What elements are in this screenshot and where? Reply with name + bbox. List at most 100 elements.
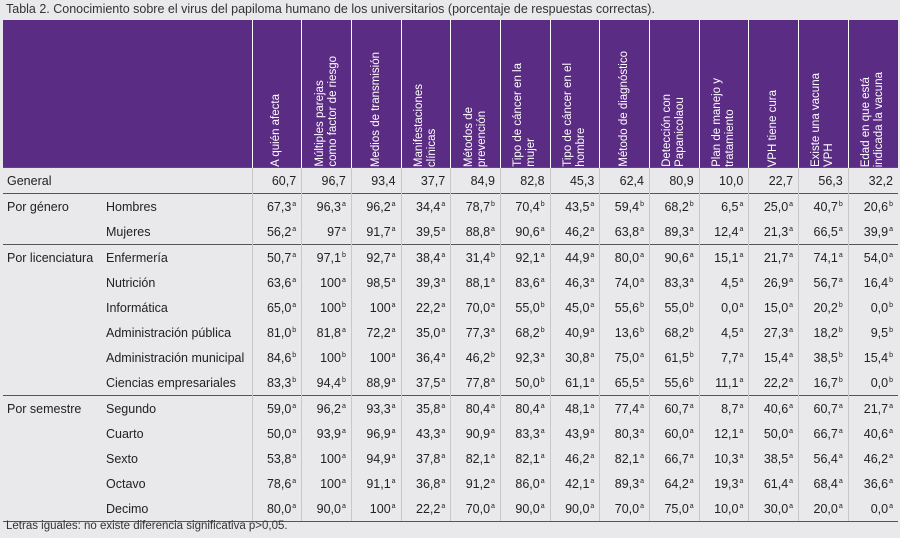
table-cell: 88,1a xyxy=(450,270,501,295)
row-sub-label: Mujeres xyxy=(106,224,151,239)
table-cell: 22,7 xyxy=(748,167,799,194)
table-cell: 68,2b xyxy=(499,320,551,345)
significance-letter: a xyxy=(391,452,396,460)
table-cell: 0,0b xyxy=(847,370,898,396)
significance-letter: a xyxy=(789,427,794,435)
table-cell: 100a xyxy=(350,345,402,370)
table-cell: 70,0a xyxy=(599,496,650,522)
table-cell: 70,4b xyxy=(499,193,551,219)
table-cell: 59,4b xyxy=(599,193,650,219)
table-cell: 60,0a xyxy=(649,421,700,446)
significance-letter: b xyxy=(889,376,893,384)
table-cell: 36,6a xyxy=(847,471,898,496)
significance-letter: a xyxy=(590,427,595,435)
table-cell: 100a xyxy=(301,270,352,295)
table-cell: 38,5a xyxy=(748,446,799,471)
significance-letter: a xyxy=(341,502,346,510)
significance-letter: a xyxy=(640,251,644,259)
table-row: Ciencias empresariales 83,3b 94,4b 88,9a 37,… xyxy=(3,370,898,396)
table-row: General 60,7 96,7 93,4 37,7 84,9 82,8 45,3 62,4 8… xyxy=(3,167,898,194)
significance-letter: a xyxy=(889,402,893,410)
table-cell: 86,0a xyxy=(499,471,551,496)
table-cell: 37,7 xyxy=(400,167,451,194)
significance-letter: a xyxy=(739,351,744,359)
table-cell: 82,1a xyxy=(450,446,501,471)
significance-letter: a xyxy=(491,225,495,233)
table-cell: 77,8a xyxy=(450,370,501,396)
table-cell: 15,0a xyxy=(748,295,799,320)
significance-letter: a xyxy=(789,502,794,510)
significance-letter: a xyxy=(838,251,843,259)
table-cell: 61,1a xyxy=(549,370,600,396)
significance-letter: a xyxy=(590,200,595,208)
significance-letter: b xyxy=(292,351,297,359)
significance-letter: b xyxy=(341,351,346,359)
significance-letter: a xyxy=(640,452,644,460)
significance-letter: a xyxy=(391,301,396,309)
table-cell: 74,0a xyxy=(599,270,650,295)
table-cell: 80,3a xyxy=(599,421,650,446)
significance-letter: a xyxy=(739,477,744,485)
table-cell: 20,2b xyxy=(798,295,849,320)
table-cell: 37,5a xyxy=(400,370,451,396)
column-header: Tipo de cáncer en la mujer xyxy=(499,20,551,168)
table-cell: 54,0a xyxy=(847,244,898,270)
table-cell: 83,3a xyxy=(649,270,700,295)
table-cell: 59,0a xyxy=(251,395,302,421)
table-cell: 0,0a xyxy=(698,295,749,320)
table-cell: 48,1a xyxy=(549,395,600,421)
row-sub-label: Hombres xyxy=(102,193,252,219)
significance-letter: a xyxy=(689,427,694,435)
row-group-label xyxy=(3,345,102,370)
table-cell: 90,6a xyxy=(649,244,700,270)
column-header-label: Plan de manejo y tratamiento xyxy=(711,78,737,167)
table-cell: 96,9a xyxy=(350,421,402,446)
significance-letter: a xyxy=(640,351,644,359)
significance-letter: a xyxy=(689,452,694,460)
significance-letter: a xyxy=(491,502,495,510)
row-sub-label: Ciencias empresariales xyxy=(106,375,236,390)
significance-letter: a xyxy=(441,502,446,510)
significance-letter: a xyxy=(590,376,595,384)
significance-letter: a xyxy=(838,502,843,510)
table-cell: 81,0b xyxy=(251,320,302,345)
row-sub-label: Administración pública xyxy=(106,325,232,340)
significance-letter: b xyxy=(838,326,843,334)
table-cell: 90,0a xyxy=(301,496,352,522)
row-group-label: Por género xyxy=(3,193,102,219)
significance-letter: a xyxy=(292,477,297,485)
table-cell: 100a xyxy=(350,295,402,320)
significance-letter: a xyxy=(590,276,595,284)
significance-letter: b xyxy=(689,326,694,334)
significance-letter: a xyxy=(689,477,694,485)
table-cell: 26,9a xyxy=(748,270,799,295)
column-header: Múltiples parejas como factor de riesgo xyxy=(301,20,352,168)
table-cell: 30,8a xyxy=(549,345,600,370)
significance-letter: b xyxy=(491,351,495,359)
significance-letter: a xyxy=(441,351,446,359)
table-cell: 100a xyxy=(301,446,352,471)
significance-letter: a xyxy=(540,351,545,359)
significance-letter: a xyxy=(590,502,595,510)
significance-letter: b xyxy=(292,376,297,384)
significance-letter: b xyxy=(838,376,843,384)
table-cell: 83,3b xyxy=(251,370,302,396)
row-sub-label: Administración municipal xyxy=(106,350,245,365)
significance-letter: b xyxy=(491,200,495,208)
significance-letter: a xyxy=(292,427,297,435)
significance-letter: a xyxy=(789,351,794,359)
significance-letter: a xyxy=(590,251,595,259)
table-cell: 80,0a xyxy=(599,244,650,270)
significance-letter: a xyxy=(491,427,495,435)
significance-letter: a xyxy=(441,251,446,259)
table-cell: 61,5b xyxy=(649,345,700,370)
row-group-label xyxy=(3,295,102,320)
significance-letter: b xyxy=(889,326,893,334)
column-header: Medios de transmisión xyxy=(350,20,402,168)
table-cell: 22,2a xyxy=(748,370,799,396)
table-cell: 88,9a xyxy=(350,370,402,396)
table-cell: 78,6a xyxy=(251,471,302,496)
column-header-label: VPH tiene cura xyxy=(767,89,780,167)
significance-letter: a xyxy=(739,276,744,284)
table-cell: 40,6a xyxy=(748,395,799,421)
